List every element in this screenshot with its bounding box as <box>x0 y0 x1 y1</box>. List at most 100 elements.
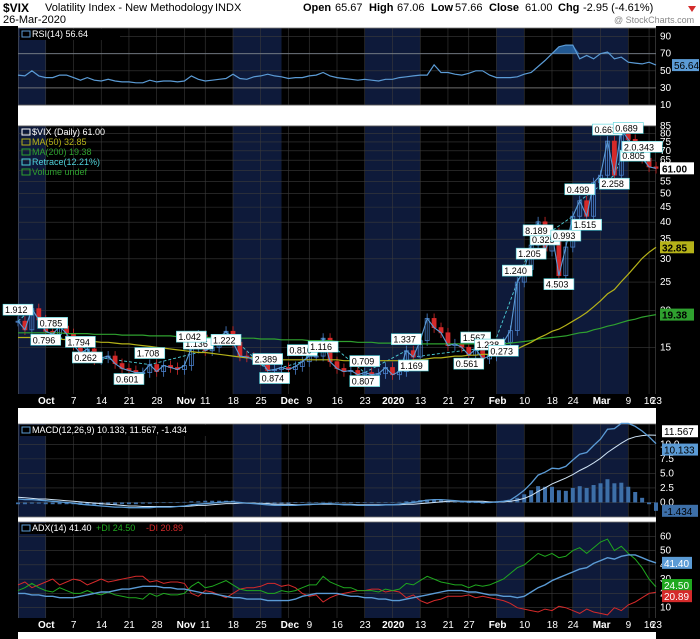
low-value: 57.66 <box>455 2 483 14</box>
retrace-label: 0.805 <box>622 151 645 161</box>
retrace-label: 1.222 <box>213 335 236 345</box>
macd-hist-bar <box>404 501 409 503</box>
macd-last-tag <box>662 443 698 456</box>
adx-last-tag <box>662 590 692 603</box>
x-tick-label: 24 <box>568 396 580 407</box>
macd-hist-bar <box>390 502 395 503</box>
macd-hist-bar <box>508 501 513 503</box>
x-tick-label: Dec <box>281 620 300 631</box>
open-value: 65.67 <box>335 2 363 14</box>
macd-hist-bar <box>640 497 645 503</box>
left-gutter <box>0 26 18 639</box>
macd-hist-bar <box>376 502 381 504</box>
price-last-label: 32.85 <box>662 243 687 254</box>
retrace-label: 0.499 <box>567 185 590 195</box>
retrace-label: 1.794 <box>67 337 90 347</box>
month-band <box>496 126 525 399</box>
macd-hist-bar <box>529 490 534 503</box>
month-band <box>18 126 46 399</box>
macd-hist-bar <box>106 502 111 505</box>
retrace-label: 2.389 <box>255 355 278 365</box>
x-tick-label: Nov <box>177 396 196 407</box>
macd-hist-bar <box>494 502 499 503</box>
retrace-label-box <box>502 264 533 277</box>
macd-hist-bar <box>556 490 561 503</box>
price-last-tag <box>660 162 694 175</box>
retrace-label-box <box>550 229 582 242</box>
low-label: Low <box>431 2 453 14</box>
retrace-label-box <box>37 317 68 329</box>
y-tick-label: 30 <box>660 254 672 265</box>
month-band <box>496 424 525 517</box>
macd-hist-bar <box>452 501 457 503</box>
macd-hist-bar <box>626 486 631 503</box>
price-legend: Volume undef <box>32 167 88 177</box>
x-tick-label: 28 <box>151 396 163 407</box>
macd-hist-bar <box>293 502 298 504</box>
x-tick-label: 18 <box>547 620 559 631</box>
x-tick-label: 9 <box>626 620 632 631</box>
macd-hist-bar <box>279 502 284 504</box>
month-band <box>232 28 282 105</box>
x-tick-label: Oct <box>38 396 55 407</box>
retrace-label-box <box>252 353 283 365</box>
x-tick-label: Mar <box>593 396 611 407</box>
macd-hist-bar <box>92 502 97 505</box>
minus-di-line <box>17 575 657 616</box>
price-legend-swatch <box>21 138 31 146</box>
x-tick-label: 10 <box>519 396 531 407</box>
macd-hist-bar <box>432 499 437 503</box>
macd-hist-bar <box>265 502 270 504</box>
macd-hist-bar <box>577 486 582 503</box>
macd-hist-bar <box>196 501 201 503</box>
chart-date: 26-Mar-2020 <box>3 14 66 26</box>
x-tick-label: 14 <box>96 396 108 407</box>
macd-hist-bar <box>22 502 27 505</box>
macd-hist-bar <box>654 502 658 511</box>
retrace-label: 0.796 <box>33 335 56 345</box>
x-tick-label: 7 <box>71 620 77 631</box>
retrace-label-box <box>134 347 166 359</box>
macd-hist-bar <box>425 499 430 503</box>
macd-hist-bar <box>397 501 402 503</box>
y-tick-label: 15 <box>660 342 672 353</box>
price-legend: MA(50) 32.85 <box>32 137 87 147</box>
macd-hist-bar <box>591 485 596 503</box>
retrace-label-box <box>72 351 103 364</box>
macd-hist-bar <box>321 501 326 503</box>
chart-canvas: Oct 7 14 21 28 Nov 11 18 25 Dec 9 16 23 2020 13 21 27 Feb… <box>0 26 700 639</box>
down-arrow-icon <box>688 6 696 12</box>
macd-hist-bar <box>286 502 291 504</box>
macd-hist-bar <box>133 502 138 505</box>
right-axis-bg <box>656 26 700 639</box>
retrace-label: 4.503 <box>546 280 569 290</box>
retrace-label-box <box>571 218 602 231</box>
price-legend-swatch <box>21 158 31 166</box>
ma50-line <box>18 246 657 362</box>
x-tick-label: 18 <box>547 396 559 407</box>
retrace-label: 0.810 <box>289 346 312 356</box>
x-tick-label: 25 <box>256 620 268 631</box>
adx-legend-bg <box>20 523 220 534</box>
retrace-label: 1.337 <box>393 335 416 345</box>
price-legend-swatch <box>21 148 31 156</box>
retrace-label-box <box>599 177 630 190</box>
x-tick-label: Feb <box>489 396 507 407</box>
retrace-label: 2.258 <box>601 179 624 189</box>
macd-hist-bar <box>543 486 548 503</box>
rsi-line <box>17 44 657 84</box>
macd-hist-bar <box>43 502 48 505</box>
price-last-tag <box>660 241 694 254</box>
retrace-label-box <box>176 330 207 343</box>
macd-hist-bar <box>612 483 617 503</box>
retrace-label-box <box>65 336 96 348</box>
macd-hist-bar <box>570 487 575 503</box>
retrace-label: 0.709 <box>352 357 375 367</box>
y-tick-label: 75 <box>660 137 672 148</box>
macd-hist-bar <box>300 502 305 503</box>
macd-hist-bar <box>355 502 360 504</box>
month-band <box>18 522 46 622</box>
y-tick-label: 50 <box>660 546 672 557</box>
x-tick-label: 11 <box>200 620 211 631</box>
macd-hist-bar <box>16 502 20 505</box>
